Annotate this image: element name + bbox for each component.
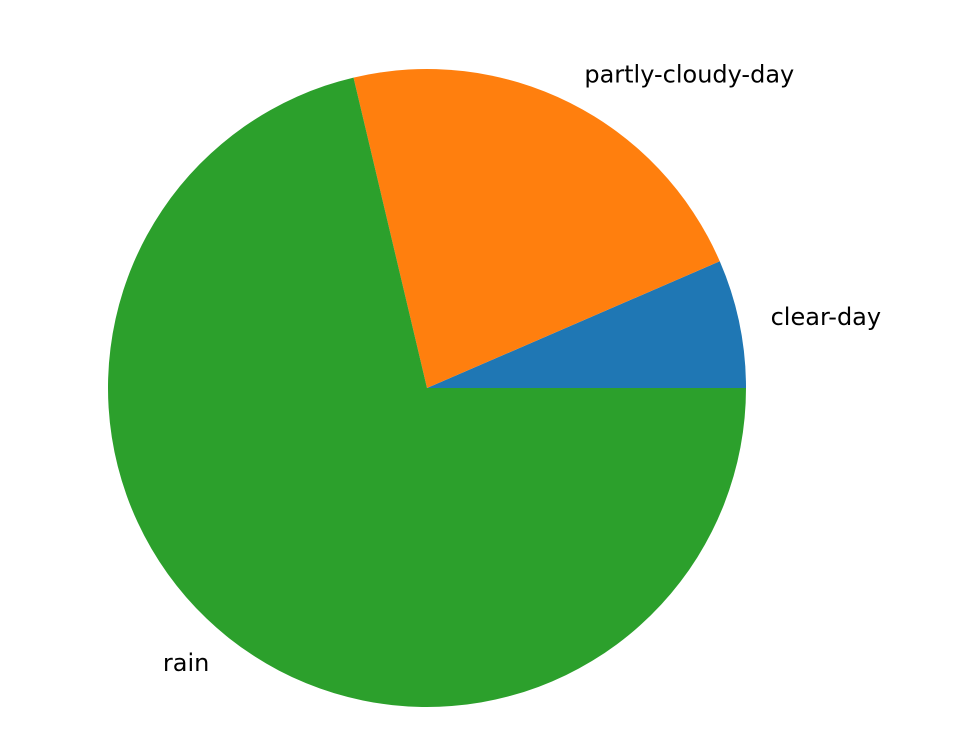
pie-label-clear-day: clear-day [771, 303, 881, 331]
pie-slice-partly-cloudy-day [353, 69, 720, 389]
pie-label-partly-cloudy-day: partly-cloudy-day [584, 60, 794, 88]
pie-slices [108, 69, 747, 707]
pie-label-rain: rain [163, 649, 209, 677]
pie-slice-clear-day [427, 261, 746, 388]
pie-labels: clear-day partly-cloudy-day rain [163, 60, 881, 677]
pie-slice-rain [108, 77, 747, 707]
